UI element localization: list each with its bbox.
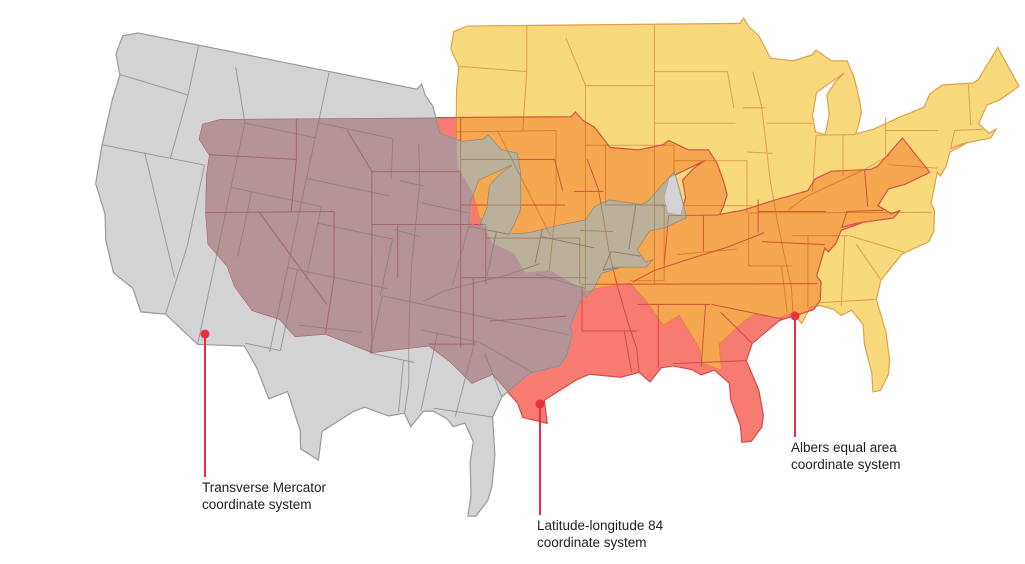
anchor-dot-latitude-longitude: [535, 399, 545, 409]
callout-markers: [200, 311, 800, 515]
callout-albers-equal-area-line2: coordinate system: [791, 457, 901, 472]
callout-transverse-mercator-line1: Transverse Mercator: [202, 480, 327, 495]
callout-albers-equal-area: Albers equal area coordinate system: [791, 439, 901, 473]
anchor-dot-albers: [790, 311, 800, 321]
callout-latitude-longitude-84: Latitude-longitude 84 coordinate system: [537, 517, 663, 551]
anchor-dot-transverse-mercator: [200, 329, 210, 339]
callout-latitude-longitude-84-line1: Latitude-longitude 84: [537, 518, 664, 533]
callout-transverse-mercator: Transverse Mercator coordinate system: [202, 479, 326, 513]
callout-transverse-mercator-line2: coordinate system: [202, 497, 312, 512]
callout-albers-equal-area-line1: Albers equal area: [791, 440, 897, 455]
callout-latitude-longitude-84-line2: coordinate system: [537, 535, 647, 550]
